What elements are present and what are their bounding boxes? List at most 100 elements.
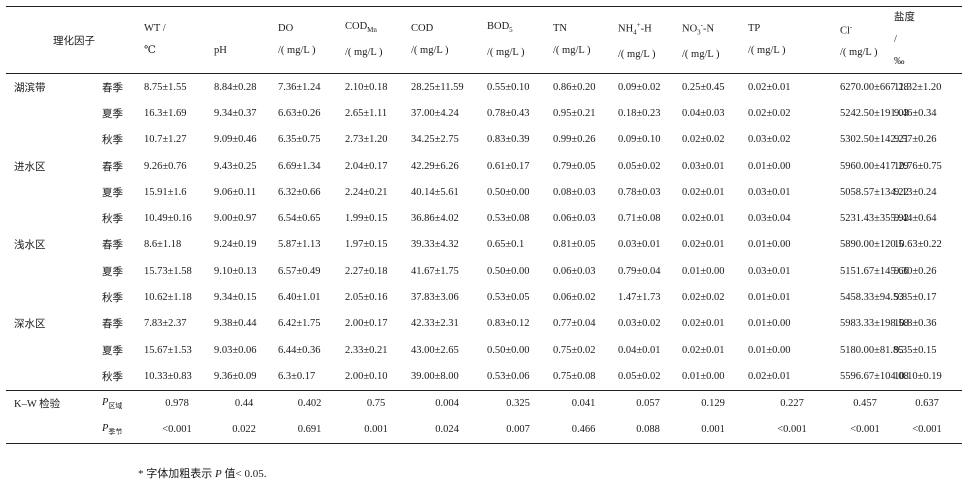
value-cell: 0.08±0.03 [553, 186, 596, 198]
value-cell: 0.02±0.01 [682, 239, 725, 251]
zone-cell [6, 363, 94, 390]
value-cell: 9.35±0.15 [894, 344, 937, 356]
value-cell: 9.00±0.97 [214, 213, 257, 225]
value-cell: 15.73±1.58 [144, 265, 192, 277]
value-cell: 6.44±0.36 [278, 344, 321, 356]
season-cell: 夏季 [102, 108, 123, 120]
zone-cell [6, 284, 94, 310]
value-cell: 43.00±2.65 [411, 344, 459, 356]
value-cell: 0.86±0.20 [553, 81, 596, 93]
value-cell: 5458.33±94.53 [840, 292, 904, 304]
value-cell: 9.57±0.26 [894, 134, 937, 146]
value-cell: 2.05±0.16 [345, 292, 388, 304]
p-value-label: P季节 [102, 422, 123, 436]
value-cell: 0.09±0.10 [618, 134, 661, 146]
value-cell: 9.09±0.46 [214, 134, 257, 146]
p-value-cell: 0.44 [234, 398, 254, 410]
value-cell: 0.78±0.43 [487, 107, 530, 119]
value-cell: 2.73±1.20 [345, 134, 388, 146]
value-cell: 0.79±0.05 [553, 160, 596, 172]
value-cell: 0.50±0.00 [487, 265, 530, 277]
season-cell: 夏季 [102, 266, 123, 278]
zone-cell [6, 258, 94, 284]
value-cell: 9.46±0.34 [894, 107, 937, 119]
value-cell: 0.06±0.03 [553, 213, 596, 225]
table-body: 湖滨带 春季 8.75±1.55 8.84±0.28 7.36±1.24 2.10±0.1… [6, 74, 962, 391]
p-value-cell: <0.001 [850, 424, 880, 436]
zone-cell [6, 205, 94, 231]
table-row: 进水区 春季 9.26±0.76 9.43±0.25 6.69±1.34 2.04±0.1… [6, 153, 962, 179]
value-cell: 2.65±1.11 [345, 107, 388, 119]
value-cell: 10.10±0.19 [894, 370, 942, 382]
header-ph: pH [214, 45, 227, 56]
value-cell: 0.04±0.03 [682, 107, 725, 119]
table-row: 深水区 春季 7.83±2.37 9.38±0.44 6.42±1.75 2.00±0.1… [6, 311, 962, 337]
value-cell: 5242.50±191.03 [840, 107, 909, 119]
value-cell: 1.97±0.15 [345, 239, 388, 251]
value-cell: 0.02±0.01 [748, 81, 791, 93]
table-row: 夏季 15.67±1.53 9.03±0.06 6.44±0.36 2.33±0.21 4… [6, 337, 962, 363]
season-cell: 春季 [102, 240, 123, 252]
value-cell: 0.02±0.01 [682, 318, 725, 330]
value-cell: 0.83±0.12 [487, 318, 530, 330]
p-value-cell: <0.001 [912, 424, 942, 436]
p-value-cell: 0.466 [571, 424, 596, 436]
value-cell: 0.01±0.00 [748, 318, 791, 330]
header-factor: 理化因子 [53, 35, 95, 47]
p-value-cell: <0.001 [777, 424, 807, 436]
value-cell: 0.03±0.04 [748, 213, 791, 225]
value-cell: 7.83±2.37 [144, 318, 187, 330]
season-cell: 夏季 [102, 345, 123, 357]
value-cell: 7.36±1.24 [278, 81, 321, 93]
kw-label [6, 417, 94, 444]
value-cell: 5180.00±81.85 [840, 344, 904, 356]
p-value-cell: 0.024 [435, 424, 459, 436]
header-tn: TN/( mg/L ) [553, 23, 591, 56]
p-value-cell: 0.227 [780, 398, 804, 410]
table-row: 秋季 10.7±1.27 9.09±0.46 6.35±0.75 2.73±1.20 34… [6, 127, 962, 153]
p-value-cell: 0.402 [297, 398, 322, 410]
zone-cell [6, 100, 94, 126]
value-cell: 2.04±0.17 [345, 160, 388, 172]
value-cell: 0.95±0.21 [553, 107, 596, 119]
kw-row: K–W 检验 P区域 0.978 0.44 0.402 0.75 0.004 0.325 0.0… [6, 390, 962, 417]
value-cell: 0.75±0.08 [553, 370, 596, 382]
value-cell: 6.63±0.26 [278, 107, 321, 119]
value-cell: 9.26±0.76 [144, 160, 187, 172]
value-cell: 0.01±0.00 [682, 370, 725, 382]
value-cell: 2.24±0.21 [345, 186, 388, 198]
value-cell: 0.71±0.08 [618, 213, 661, 225]
value-cell: 6.40±1.01 [278, 292, 321, 304]
value-cell: 9.13±0.24 [894, 186, 937, 198]
value-cell: 8.75±1.55 [144, 81, 187, 93]
value-cell: 0.02±0.01 [682, 213, 725, 225]
value-cell: 0.02±0.02 [682, 134, 725, 146]
header-do: DO/( mg/L ) [278, 23, 316, 56]
season-cell: 秋季 [102, 214, 123, 226]
value-cell: 0.01±0.01 [748, 292, 791, 304]
value-cell: 10.7±1.27 [144, 134, 187, 146]
value-cell: 10.62±1.18 [144, 292, 192, 304]
header-bod5: BOD5/( mg/L ) [487, 21, 525, 58]
value-cell: 6.35±0.75 [278, 134, 321, 146]
table-row: 秋季 10.49±0.16 9.00±0.97 6.54±0.65 1.99±0.15 3… [6, 205, 962, 231]
p-value-cell: 0.001 [701, 424, 725, 436]
value-cell: 0.79±0.04 [618, 265, 661, 277]
p-value-cell: 0.088 [636, 424, 660, 436]
value-cell: 0.75±0.02 [553, 344, 596, 356]
header-codmn: CODMn/( mg/L ) [345, 21, 383, 58]
header-row: 理化因子 WT / ℃ pH DO/( mg/L ) CODMn/( mg/L )… [6, 6, 962, 74]
kw-test-body: K–W 检验 P区域 0.978 0.44 0.402 0.75 0.004 0.325 0.0… [6, 390, 962, 444]
value-cell: 6.69±1.34 [278, 160, 321, 172]
p-value-cell: 0.041 [571, 398, 596, 410]
value-cell: 6.42±1.75 [278, 318, 321, 330]
season-cell: 秋季 [102, 135, 123, 147]
value-cell: 5960.00±417.29 [840, 160, 909, 172]
p-value-cell: 0.057 [636, 398, 660, 410]
footnote: * 字体加粗表示 P 值< 0.05. [138, 468, 267, 480]
value-cell: 5983.33±198.58 [840, 318, 909, 330]
value-cell: 11.32±1.20 [894, 81, 942, 93]
value-cell: 2.10±0.18 [345, 81, 388, 93]
value-cell: 9.36±0.09 [214, 370, 257, 382]
value-cell: 9.38±0.44 [214, 318, 257, 330]
